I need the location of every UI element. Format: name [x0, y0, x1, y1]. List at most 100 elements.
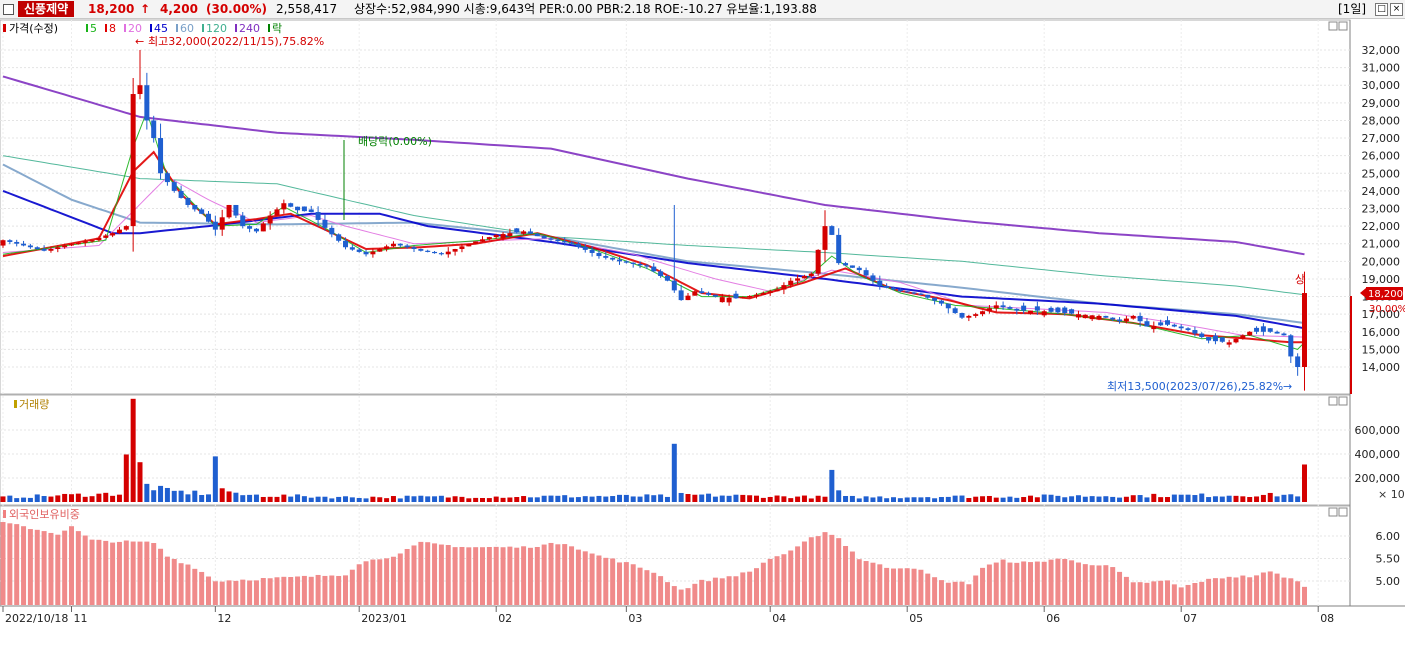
candle-body — [336, 234, 342, 241]
candle-body — [41, 249, 47, 251]
candle-body — [959, 312, 965, 318]
volume-bar — [500, 497, 506, 502]
candle-body — [473, 241, 479, 244]
price-tick-label: 31,000 — [1362, 62, 1401, 75]
legend-ma-label: 8 — [109, 22, 116, 35]
foreign-ratio-bar — [123, 540, 129, 605]
foreign-ratio-bar — [932, 577, 938, 605]
candle-body — [692, 291, 698, 296]
volume-bar — [288, 496, 294, 502]
volume-bar — [548, 495, 554, 502]
candle-body — [486, 237, 492, 240]
foreign-ratio-bar — [671, 586, 677, 605]
candle-body — [219, 217, 225, 230]
foreign-ratio-bar — [856, 559, 862, 605]
maximize-icon[interactable]: □ — [1375, 3, 1388, 16]
candle-body — [904, 291, 910, 293]
candle-body — [891, 287, 896, 290]
volume-bar — [623, 494, 629, 502]
foreign-ratio-bar — [877, 564, 883, 605]
current-pct-tag: 30.00% — [1369, 304, 1405, 315]
candle-body — [1055, 307, 1061, 313]
foreign-ratio-bar — [206, 576, 211, 605]
foreign-ratio-bar — [843, 546, 849, 605]
volume-bar — [390, 496, 396, 502]
candle-body — [349, 247, 355, 250]
date-tick-label: 07 — [1183, 612, 1197, 625]
legend-ma-label: 45 — [154, 22, 168, 35]
candle-body — [1123, 318, 1129, 322]
candle-body — [589, 249, 595, 253]
foreign-ratio-bar — [719, 578, 725, 605]
foreign-ratio-bar — [384, 558, 390, 605]
foreign-ratio-bar — [34, 529, 40, 605]
candle-body — [815, 249, 821, 274]
volume-bar — [514, 497, 520, 502]
volume-bar — [795, 496, 801, 502]
volume-bar — [760, 497, 766, 502]
volume-bar — [884, 498, 890, 502]
volume-legend-marker — [14, 400, 17, 408]
legend-ma-label: 20 — [128, 22, 142, 35]
volume-bar — [932, 498, 938, 502]
candle-body — [178, 190, 184, 198]
volume-bar — [1288, 494, 1294, 502]
volume-bar — [103, 492, 109, 502]
foreign-ratio-bar — [712, 577, 718, 605]
volume-bar — [651, 495, 657, 502]
stock-name[interactable]: 신풍제약 — [18, 1, 75, 17]
panel-buttons[interactable] — [1328, 21, 1348, 517]
volume-bar — [1192, 495, 1198, 502]
date-tick-label: 11 — [74, 612, 88, 625]
foreign-ratio-bar — [308, 576, 314, 605]
volume-bar — [432, 496, 438, 502]
foreign-tick-label: 5.50 — [1376, 553, 1401, 566]
period-selector[interactable]: [1일] — [1338, 2, 1367, 16]
volume-bar — [377, 497, 383, 502]
candle-body — [548, 238, 554, 240]
price-tick-label: 24,000 — [1362, 185, 1401, 198]
volume-bar — [1240, 496, 1246, 502]
volume-bar — [247, 494, 253, 502]
candle-body — [678, 290, 684, 301]
foreign-ratio-bar — [980, 567, 986, 605]
foreign-ratio-bar — [1103, 565, 1109, 605]
candle-body — [1212, 335, 1218, 342]
candle-body — [514, 228, 520, 233]
checkbox[interactable] — [3, 4, 14, 15]
foreign-ratio-bar — [500, 547, 506, 605]
close-icon[interactable]: × — [1390, 3, 1403, 16]
candle-body — [137, 85, 143, 95]
date-tick-label: 02 — [498, 612, 512, 625]
foreign-ratio-bar — [1055, 558, 1061, 605]
foreign-ratio-bar — [103, 540, 109, 605]
candle-body — [767, 291, 773, 294]
volume-bar — [945, 496, 951, 502]
candle-body — [69, 244, 74, 246]
price-tick-label: 30,000 — [1362, 79, 1401, 92]
foreign-ratio-bar — [171, 558, 177, 605]
candle-body — [123, 226, 129, 230]
volume-bar — [0, 496, 6, 502]
foreign-ratio-bar — [685, 588, 691, 605]
candle-body — [617, 259, 622, 262]
foreign-ratio-bar — [966, 584, 972, 605]
price-tick-label: 25,000 — [1362, 167, 1401, 180]
volume-bar — [260, 496, 266, 502]
candle-body — [274, 209, 280, 216]
volume-bar — [1062, 497, 1068, 502]
volume-bar — [993, 497, 999, 502]
volume-bar — [1028, 495, 1033, 502]
foreign-ratio-bar — [767, 558, 773, 605]
foreign-ratio-bar — [144, 541, 150, 605]
volume-bar — [856, 498, 862, 502]
volume-bar — [1206, 497, 1212, 502]
volume-bar — [1041, 494, 1047, 502]
legend-ma-marker — [150, 24, 152, 32]
volume-bar — [1185, 494, 1191, 502]
foreign-ratio-bar — [534, 546, 540, 605]
candle-body — [493, 234, 499, 238]
volume-bar — [212, 456, 218, 502]
volume-bar — [603, 496, 609, 502]
foreign-ratio-bar — [521, 546, 527, 605]
